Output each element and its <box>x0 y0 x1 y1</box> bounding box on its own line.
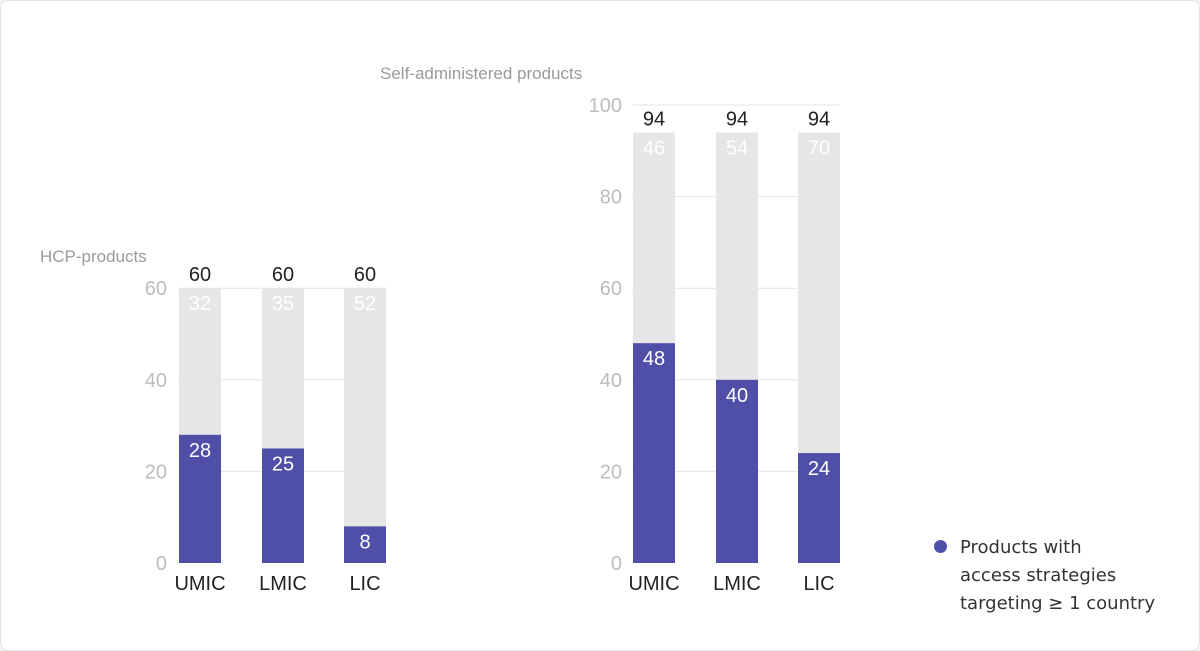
bar-remainder <box>716 132 758 380</box>
total-label: 60 <box>189 264 211 286</box>
bar-value-label: 48 <box>643 348 665 370</box>
total-label: 60 <box>354 264 376 286</box>
x-category-label: LMIC <box>713 573 761 595</box>
chart-title: Self-administered products <box>380 64 582 83</box>
bar-value-label: 8 <box>359 531 370 553</box>
bar-remainder <box>179 288 221 435</box>
x-category-label: LIC <box>803 573 834 595</box>
bar-remainder <box>262 288 304 449</box>
bar-remainder <box>798 132 840 454</box>
x-category-label: LIC <box>349 573 380 595</box>
remainder-value-label: 54 <box>726 137 748 159</box>
y-tick-label: 100 <box>589 95 622 117</box>
x-category-label: UMIC <box>174 573 225 595</box>
y-tick-label: 0 <box>156 553 167 575</box>
bar-primary <box>344 526 386 563</box>
remainder-value-label: 35 <box>272 293 294 315</box>
total-label: 60 <box>272 264 294 286</box>
y-tick-label: 40 <box>145 370 167 392</box>
bar-value-label: 28 <box>189 440 211 462</box>
y-tick-label: 40 <box>600 370 622 392</box>
y-tick-label: 0 <box>611 553 622 575</box>
remainder-value-label: 32 <box>189 293 211 315</box>
bar-primary <box>262 448 304 563</box>
remainder-value-label: 70 <box>808 137 830 159</box>
y-tick-label: 20 <box>600 461 622 483</box>
bar-primary <box>798 453 840 563</box>
bar-primary <box>716 379 758 563</box>
y-tick-label: 20 <box>145 461 167 483</box>
bar-value-label: 40 <box>726 385 748 407</box>
legend-swatch <box>934 540 947 553</box>
bar-remainder <box>633 132 675 344</box>
bar-primary <box>179 434 221 563</box>
chart-title: HCP-products <box>40 247 147 266</box>
y-tick-label: 60 <box>145 278 167 300</box>
total-label: 94 <box>643 108 665 130</box>
bar-value-label: 25 <box>272 454 294 476</box>
legend-label: Products with access strategies targetin… <box>960 537 1156 614</box>
total-label: 94 <box>726 108 748 130</box>
total-label: 94 <box>808 108 830 130</box>
x-category-label: LMIC <box>259 573 307 595</box>
y-tick-label: 60 <box>600 278 622 300</box>
bar-value-label: 24 <box>808 458 830 480</box>
remainder-value-label: 52 <box>354 293 376 315</box>
bar-primary <box>633 343 675 563</box>
bar-remainder <box>344 288 386 527</box>
y-tick-label: 80 <box>600 187 622 209</box>
x-category-label: UMIC <box>628 573 679 595</box>
remainder-value-label: 46 <box>643 137 665 159</box>
